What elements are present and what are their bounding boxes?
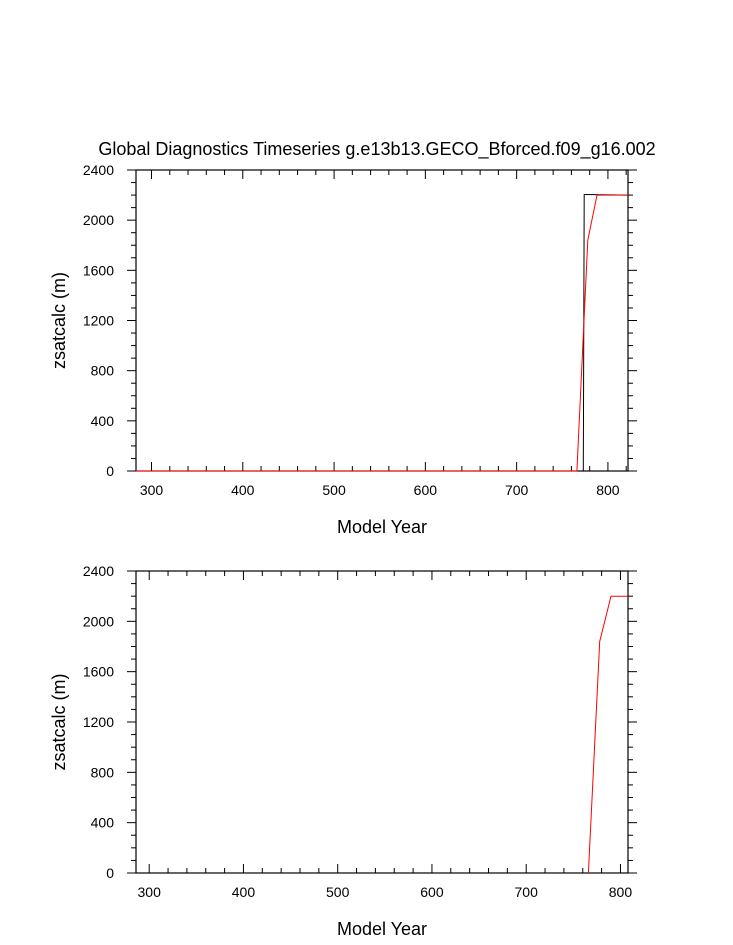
y-tick-label: 800 <box>91 764 115 780</box>
x-tick-label: 500 <box>322 482 346 498</box>
red-series-line <box>587 595 628 874</box>
black-series-line <box>136 194 629 472</box>
x-tick-label: 400 <box>231 482 255 498</box>
y-tick-label: 0 <box>106 865 114 881</box>
plot-frame <box>135 570 629 874</box>
x-tick-label: 600 <box>414 482 438 498</box>
x-tick-label: 700 <box>515 884 539 900</box>
y-tick-label: 1200 <box>83 313 114 329</box>
x-tick-label: 300 <box>140 482 164 498</box>
x-tick-label: 600 <box>420 884 444 900</box>
y-tick-label: 2000 <box>83 613 114 629</box>
x-axis-label: Model Year <box>337 919 427 939</box>
x-tick-label: 300 <box>138 884 162 900</box>
x-tick-label: 800 <box>609 884 633 900</box>
x-tick-label: 800 <box>596 482 620 498</box>
y-axis-label: zsatcalc (m) <box>49 272 69 369</box>
plot-frame <box>135 169 629 472</box>
y-tick-label: 1200 <box>83 714 114 730</box>
red-series-line <box>136 194 628 472</box>
x-tick-label: 500 <box>326 884 350 900</box>
y-axis-label: zsatcalc (m) <box>49 673 69 770</box>
y-tick-label: 2400 <box>83 563 114 579</box>
y-tick-label: 1600 <box>83 664 114 680</box>
y-tick-label: 400 <box>91 815 115 831</box>
x-tick-label: 400 <box>232 884 256 900</box>
y-tick-label: 400 <box>91 413 115 429</box>
y-tick-label: 0 <box>106 463 114 479</box>
y-tick-label: 2400 <box>83 162 114 178</box>
y-tick-label: 800 <box>91 363 115 379</box>
chart-title: Global Diagnostics Timeseries g.e13b13.G… <box>98 139 655 160</box>
top-panel: 300 400 500 600 700 800 0 400 800 1200 1600 2000 240… <box>49 162 637 537</box>
x-tick-label: 700 <box>505 482 529 498</box>
y-tick-label: 1600 <box>83 262 114 278</box>
bottom-panel: 300 400 500 600 700 800 0 400 800 1200 1600 2000 240… <box>49 563 637 939</box>
x-axis-label: Model Year <box>337 517 427 537</box>
y-tick-label: 2000 <box>83 212 114 228</box>
